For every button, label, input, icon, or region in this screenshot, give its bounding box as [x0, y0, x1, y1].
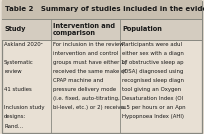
Text: Inclusion study: Inclusion study — [4, 105, 45, 110]
Text: received the same make of: received the same make of — [53, 69, 126, 74]
Text: intervention and control: intervention and control — [53, 51, 118, 56]
Text: designs:: designs: — [4, 114, 26, 119]
Text: either sex with a diagn: either sex with a diagn — [122, 51, 184, 56]
Text: ≥5 per hours or an Apn: ≥5 per hours or an Apn — [122, 105, 186, 110]
Text: (i.e. fixed, auto-titrating,: (i.e. fixed, auto-titrating, — [53, 96, 120, 101]
Text: Hypopnoea Index (AHI): Hypopnoea Index (AHI) — [122, 114, 184, 119]
Text: tool giving an Oxygen: tool giving an Oxygen — [122, 87, 182, 92]
Text: 41 studies: 41 studies — [4, 87, 32, 92]
Text: Rand...: Rand... — [4, 124, 23, 129]
Text: recognised sleep diagn: recognised sleep diagn — [122, 78, 184, 83]
Text: Intervention and
comparison: Intervention and comparison — [53, 23, 115, 36]
Text: For inclusion in the review,: For inclusion in the review, — [53, 42, 125, 46]
Text: CPAP machine and: CPAP machine and — [53, 78, 103, 83]
Text: Askland 2020²: Askland 2020² — [4, 42, 43, 46]
Text: pressure delivery mode: pressure delivery mode — [53, 87, 116, 92]
Text: bi-level, etc.) or 2) receive: bi-level, etc.) or 2) receive — [53, 105, 124, 110]
Text: Table 2   Summary of studies included in the evidence revie: Table 2 Summary of studies included in t… — [5, 6, 204, 12]
Text: Participants were adul: Participants were adul — [122, 42, 182, 46]
Bar — [2, 0, 202, 19]
Text: Population: Population — [122, 26, 162, 32]
Text: Study: Study — [4, 26, 26, 32]
Text: review: review — [4, 69, 22, 74]
Text: groups must have either 1): groups must have either 1) — [53, 60, 127, 65]
Text: (OSA) diagnosed using: (OSA) diagnosed using — [122, 69, 184, 74]
Text: of obstructive sleep ap: of obstructive sleep ap — [122, 60, 184, 65]
Text: Desaturation Index (OI: Desaturation Index (OI — [122, 96, 183, 101]
Text: Systematic: Systematic — [4, 60, 34, 65]
Bar — [2, 19, 202, 40]
